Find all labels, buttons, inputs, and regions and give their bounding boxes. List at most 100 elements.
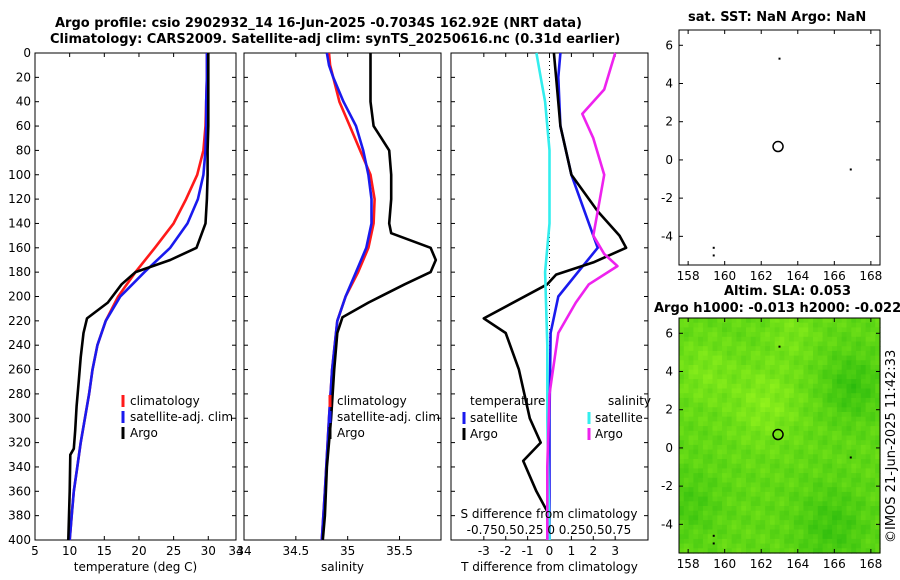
sla-cell	[793, 529, 800, 535]
map_sla-obs-dot	[849, 456, 852, 459]
sla-cell	[707, 379, 714, 385]
sla-cell	[836, 496, 843, 502]
sla-cell	[817, 336, 824, 343]
sla-cell	[712, 346, 718, 352]
sla-cell	[860, 459, 867, 465]
sla-cell	[851, 421, 857, 427]
sla-cell	[836, 487, 843, 493]
sla-cell	[693, 407, 699, 413]
sla-cell	[688, 374, 694, 380]
sla-cell	[860, 548, 867, 554]
sla-cell	[726, 374, 733, 380]
sla-cell	[836, 506, 843, 512]
sla-cell	[693, 430, 699, 437]
sla-cell	[832, 365, 838, 371]
sla-cell	[726, 454, 733, 460]
sla-cell	[698, 538, 704, 545]
sla-cell	[722, 449, 728, 455]
sla-cell	[726, 327, 733, 333]
sla-cell	[817, 440, 824, 446]
sla-cell	[698, 459, 704, 465]
sla-cell	[736, 487, 742, 493]
sla-cell	[846, 402, 852, 408]
sla-cell	[755, 421, 761, 427]
sla-cell	[769, 538, 776, 545]
sla-cell	[760, 332, 766, 338]
sla-cell	[774, 327, 781, 333]
sla-cell	[707, 468, 714, 474]
sla-cell	[851, 407, 857, 413]
sla-cell	[712, 449, 718, 455]
sla-cell	[793, 501, 800, 507]
sla-cell	[860, 379, 867, 385]
sla-cell	[693, 473, 699, 479]
sla-cell	[860, 491, 867, 498]
sla-cell	[726, 468, 733, 474]
sla-cell	[793, 332, 800, 338]
sla-cell	[736, 369, 742, 375]
sla-cell	[769, 496, 776, 502]
sla-cell	[688, 355, 694, 361]
sla-cell	[741, 463, 747, 469]
map_sst-xtick-label: 158	[677, 269, 700, 283]
sla-cell	[712, 520, 718, 526]
sla-cell	[741, 379, 747, 385]
sla-cell	[832, 510, 838, 516]
sla-cell	[808, 430, 814, 437]
sla-cell	[755, 430, 761, 437]
sla-cell	[760, 374, 766, 380]
sla-cell	[750, 374, 757, 380]
sla-cell	[856, 341, 862, 347]
sla-cell	[731, 332, 738, 338]
sla-cell	[760, 336, 766, 343]
sla-cell	[793, 393, 800, 399]
sla-cell	[755, 524, 761, 531]
sla-cell	[870, 426, 876, 432]
sla-cell	[731, 374, 738, 380]
sla-cell	[755, 482, 761, 488]
sla-cell	[860, 426, 867, 432]
sla-cell	[712, 430, 718, 437]
sla-cell	[827, 426, 833, 432]
sla-cell	[870, 412, 876, 418]
sla-cell	[836, 501, 843, 507]
sla-cell	[750, 407, 757, 413]
sla-cell	[827, 350, 833, 357]
sla-cell	[693, 444, 699, 451]
sla-cell	[683, 548, 690, 554]
sla-cell	[789, 327, 795, 333]
sla-cell	[803, 426, 809, 432]
sla-cell	[822, 487, 828, 493]
sla-cell	[846, 397, 852, 404]
sla-cell	[726, 440, 733, 446]
sla-cell	[712, 379, 718, 385]
sla-cell	[836, 491, 843, 498]
sla-cell	[746, 534, 752, 540]
sla-cell	[808, 402, 814, 408]
sla-cell	[683, 412, 690, 418]
sla-cell	[683, 440, 690, 446]
salinity-series-argo	[321, 53, 438, 541]
sla-cell	[769, 501, 776, 507]
sla-cell	[841, 506, 848, 512]
sla-cell	[793, 435, 800, 441]
sla-cell	[755, 388, 761, 394]
sla-cell	[693, 440, 699, 446]
sla-cell	[741, 487, 747, 493]
sla-cell	[746, 336, 752, 343]
sla-cell	[683, 407, 690, 413]
sla-cell	[717, 412, 723, 418]
sla-cell	[841, 491, 848, 498]
difference-xtick-label: -3	[478, 544, 490, 558]
sla-cell	[726, 388, 733, 394]
sla-cell	[832, 506, 838, 512]
sla-cell	[774, 468, 781, 474]
difference-xtick-label: 2	[589, 544, 597, 558]
sla-cell	[808, 548, 814, 554]
sla-cell	[817, 491, 824, 498]
sla-cell	[717, 463, 723, 469]
sla-cell	[813, 487, 819, 493]
sla-cell	[851, 365, 857, 371]
sla-cell	[693, 416, 699, 422]
sla-cell	[702, 538, 709, 545]
